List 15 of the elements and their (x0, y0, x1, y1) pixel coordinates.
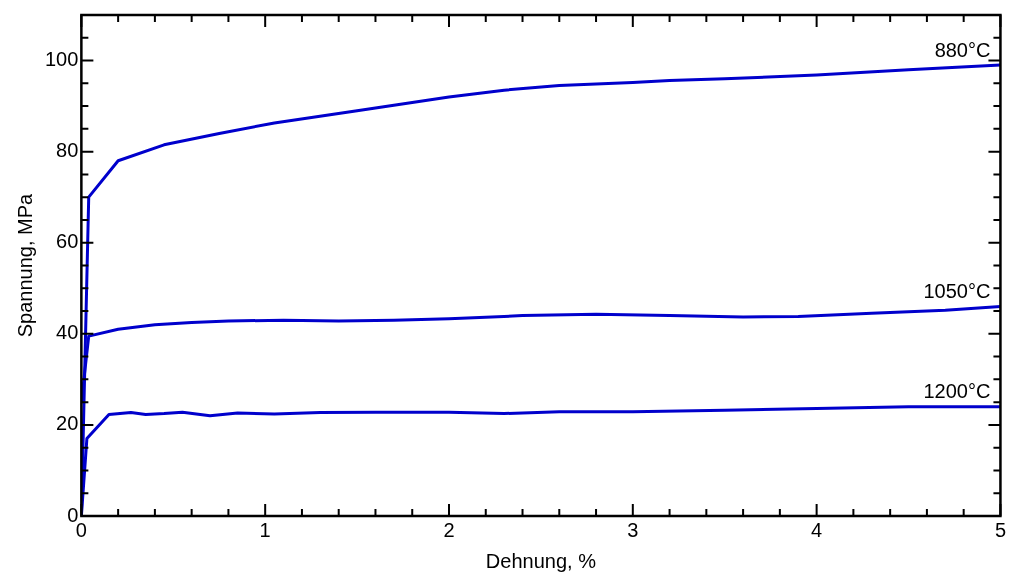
y-tick-label: 100 (44, 48, 79, 71)
y-tick-label: 40 (56, 321, 79, 344)
series-label: 880°C (934, 38, 991, 61)
x-tick-label: 2 (443, 518, 455, 541)
y-tick-label: 20 (56, 412, 79, 435)
y-tick-label: 80 (56, 139, 79, 162)
y-tick-label: 60 (56, 230, 79, 253)
y-axis-title: Spannung, MPa (13, 192, 36, 338)
x-tick-label: 5 (994, 518, 1006, 541)
series-label: 1050°C (923, 280, 991, 303)
series-label: 1200°C (923, 380, 991, 403)
x-tick-label: 4 (811, 518, 823, 541)
x-axis-title: Dehnung, % (485, 549, 597, 572)
x-tick-label: 3 (627, 518, 639, 541)
x-tick-label: 1 (259, 518, 271, 541)
